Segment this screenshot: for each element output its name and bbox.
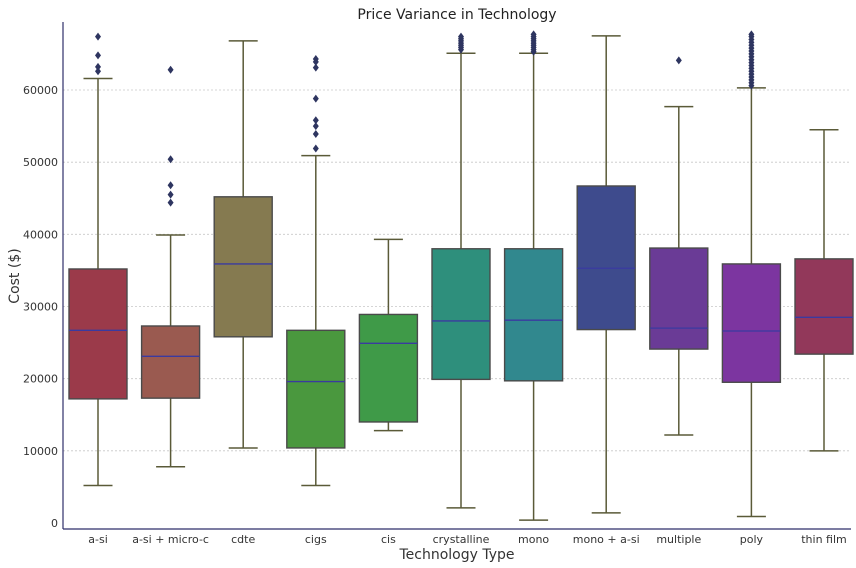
x-tick-label: cigs — [305, 533, 327, 546]
y-tick-label: 50000 — [23, 156, 58, 169]
x-tick-label: cis — [381, 533, 396, 546]
chart-title: Price Variance in Technology — [357, 7, 556, 23]
box-group — [794, 128, 854, 452]
y-tick-label: 10000 — [23, 445, 58, 458]
y-tick-label: 30000 — [23, 301, 58, 314]
box — [431, 248, 491, 381]
outlier-point — [167, 155, 174, 164]
x-tick-label: mono + a-si — [573, 533, 640, 546]
box — [794, 258, 854, 355]
y-tick-label: 20000 — [23, 373, 58, 386]
box-group — [721, 30, 782, 518]
x-tick-label: multiple — [656, 533, 701, 546]
x-tick-labels: a-si a-si + micro-c cdte cigs cis crystalline… — [88, 533, 847, 546]
box-group — [286, 54, 346, 487]
x-tick-label: crystalline — [433, 533, 490, 546]
box-group — [431, 32, 491, 509]
outlier-point — [312, 63, 319, 72]
box — [358, 313, 419, 423]
x-tick-label: poly — [740, 533, 764, 546]
x-tick-label: mono — [518, 533, 549, 546]
box-group — [140, 65, 201, 468]
outlier-point — [95, 32, 101, 41]
outlier-point — [167, 181, 174, 190]
outlier-point — [167, 190, 174, 199]
outlier-point — [312, 130, 319, 139]
y-tick-labels: 0 10000 20000 30000 40000 50000 60000 — [23, 84, 58, 530]
x-tick-label: cdte — [231, 533, 255, 546]
axes — [62, 22, 851, 530]
box — [576, 185, 636, 331]
outlier-point — [748, 30, 755, 39]
box-group — [358, 238, 419, 432]
boxes — [68, 30, 854, 521]
box-group — [503, 30, 564, 521]
box — [68, 268, 128, 400]
y-tick-label: 60000 — [23, 84, 58, 97]
box — [503, 248, 564, 382]
outlier-point — [530, 30, 537, 39]
box — [649, 247, 709, 350]
y-tick-label: 40000 — [23, 228, 58, 241]
y-tick-label: 0 — [51, 517, 58, 530]
outlier-point — [167, 65, 174, 74]
outlier-point — [167, 198, 174, 207]
outlier-point — [95, 67, 101, 76]
box — [140, 325, 201, 399]
x-tick-label: a-si + micro-c — [132, 533, 209, 546]
box — [721, 263, 782, 383]
x-axis-label: Technology Type — [398, 547, 514, 563]
outlier-point — [312, 144, 319, 153]
x-tick-label: a-si — [88, 533, 108, 546]
outlier-point — [95, 62, 101, 71]
outlier-point — [312, 116, 319, 125]
box-group — [649, 56, 709, 436]
box-group — [68, 32, 128, 487]
outlier-point — [675, 56, 682, 65]
outlier-point — [312, 94, 319, 103]
y-axis-label: Cost ($) — [7, 248, 23, 303]
outlier-point — [312, 54, 319, 63]
outlier-point — [95, 51, 101, 60]
box — [213, 196, 273, 338]
box — [286, 329, 346, 449]
outlier-point — [312, 122, 319, 131]
outlier-point — [458, 32, 464, 41]
box-group — [576, 35, 636, 514]
box-group — [213, 40, 273, 449]
x-tick-label: thin film — [801, 533, 847, 546]
